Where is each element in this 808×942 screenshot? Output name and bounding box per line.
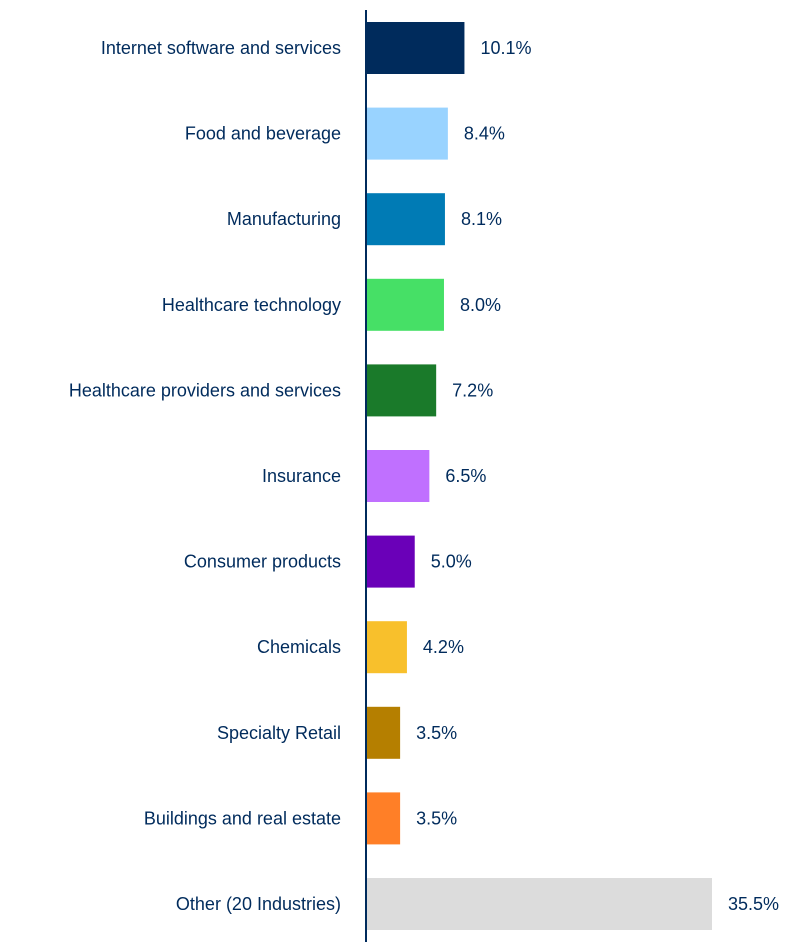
- value-label: 3.5%: [416, 808, 457, 828]
- category-label: Internet software and services: [101, 38, 341, 58]
- value-label: 10.1%: [480, 38, 531, 58]
- category-label: Buildings and real estate: [144, 808, 341, 828]
- value-label: 4.2%: [423, 637, 464, 657]
- category-label: Manufacturing: [227, 209, 341, 229]
- bar: [366, 278, 444, 331]
- bar: [366, 792, 401, 845]
- bar: [366, 878, 712, 930]
- category-label: Insurance: [262, 466, 341, 486]
- value-label: 35.5%: [728, 894, 779, 914]
- category-label: Healthcare technology: [162, 295, 341, 315]
- bar: [366, 450, 430, 502]
- value-label: 5.0%: [431, 552, 472, 572]
- bar: [366, 107, 448, 160]
- category-label: Healthcare providers and services: [69, 380, 341, 400]
- value-label: 3.5%: [416, 723, 457, 743]
- category-label: Specialty Retail: [217, 723, 341, 743]
- bar: [366, 364, 437, 417]
- bar: [366, 706, 401, 759]
- bar: [366, 193, 445, 246]
- bars-group: Internet software and services 10.1% Food …: [69, 22, 779, 930]
- category-label: Chemicals: [257, 637, 341, 657]
- category-label: Consumer products: [184, 552, 341, 572]
- value-label: 8.4%: [464, 124, 505, 144]
- category-label: Other (20 Industries): [176, 894, 341, 914]
- category-label: Food and beverage: [185, 124, 341, 144]
- value-label: 7.2%: [452, 380, 493, 400]
- value-label: 8.0%: [460, 295, 501, 315]
- value-label: 6.5%: [445, 466, 486, 486]
- bar: [366, 22, 465, 74]
- bar: [366, 621, 407, 674]
- value-label: 8.1%: [461, 209, 502, 229]
- bar: [366, 535, 415, 588]
